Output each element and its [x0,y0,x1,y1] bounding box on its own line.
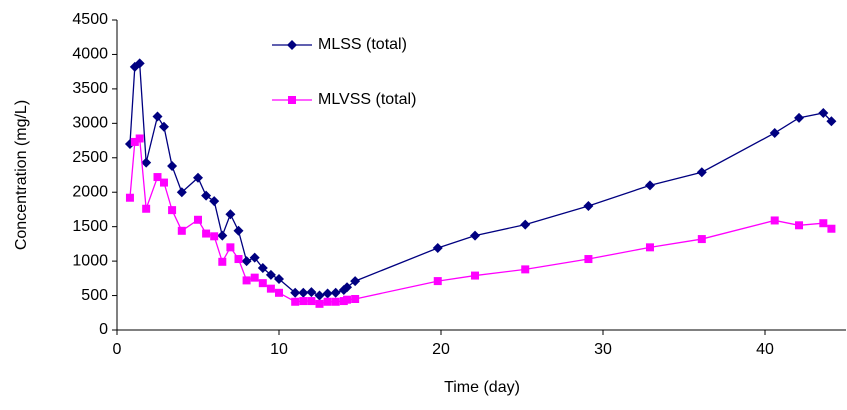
data-point [697,235,706,244]
data-point [233,225,244,236]
data-point [142,204,151,213]
y-tick-label: 0 [99,321,108,338]
data-point [298,287,309,298]
x-tick-label: 0 [113,341,122,358]
data-point [265,269,276,280]
data-point [795,221,804,230]
data-point [242,276,251,285]
data-point [322,288,333,299]
data-point [177,226,186,235]
legend-label: MLVSS (total) [318,91,416,108]
data-point [225,209,236,220]
data-point [158,121,169,132]
legend-label: MLSS (total) [318,36,407,53]
y-tick-label: 500 [81,287,108,304]
data-point [274,274,284,285]
data-point [275,288,283,297]
data-point [314,290,325,301]
legend-marker [288,96,296,104]
data-point [217,230,228,241]
data-point [471,271,480,280]
data-point [167,161,178,172]
data-point [350,276,361,287]
data-point [470,230,481,241]
data-point [794,112,805,123]
data-point [299,297,308,306]
data-point [134,58,145,69]
data-point [307,297,316,306]
data-point [266,284,275,293]
x-tick-label: 40 [756,341,774,358]
data-point [257,263,268,273]
y-tick-label: 2500 [72,149,108,166]
data-point [218,257,227,266]
data-point [152,111,163,122]
data-point [176,187,187,198]
data-point [290,287,301,298]
data-point [159,178,168,187]
data-point [520,219,531,230]
x-axis-label: Time (day) [444,379,520,396]
data-point [770,216,779,225]
x-tick-label: 10 [270,341,288,358]
y-tick-label: 1500 [72,218,108,235]
data-point [343,295,352,304]
data-point [258,279,267,288]
y-tick-label: 3500 [72,80,108,97]
y-tick-label: 4000 [72,46,108,63]
data-point [306,287,317,298]
data-point [135,134,144,143]
data-point [432,243,443,254]
data-point [226,243,235,252]
data-point [130,137,139,146]
data-point [194,215,202,224]
y-tick-label: 3000 [72,115,108,132]
data-point [234,255,243,264]
data-point [583,201,594,211]
data-point [201,190,212,201]
legend-marker [287,40,297,50]
data-point [241,256,252,267]
series-line [129,137,832,305]
data-point [645,243,654,252]
data-point [819,219,828,228]
x-tick-label: 20 [432,341,450,358]
series-line [129,62,832,297]
data-point [584,255,593,264]
data-point [168,206,177,215]
data-point [818,108,829,118]
y-axis-label: Concentration (mg/L) [13,100,30,250]
data-point [342,282,353,293]
data-point [644,180,655,191]
data-point [249,252,260,263]
data-point [210,232,219,241]
data-point [141,157,152,168]
y-tick-label: 4500 [72,11,108,28]
data-point [696,167,707,178]
data-point [125,193,134,202]
data-point [827,224,836,233]
data-point [193,172,203,183]
data-point [153,173,162,182]
data-point [250,273,259,282]
data-point [351,295,360,303]
y-tick-label: 1000 [72,252,108,269]
x-tick-label: 30 [594,341,612,358]
data-point [202,229,211,238]
data-point [291,297,300,306]
data-point [331,297,340,306]
data-point [323,297,332,306]
data-point [209,196,220,207]
data-point [330,287,341,298]
data-point [521,265,530,274]
data-point [769,127,780,138]
data-point [826,116,837,127]
data-point [433,277,442,286]
y-tick-label: 2000 [72,183,108,200]
data-point [315,299,324,308]
